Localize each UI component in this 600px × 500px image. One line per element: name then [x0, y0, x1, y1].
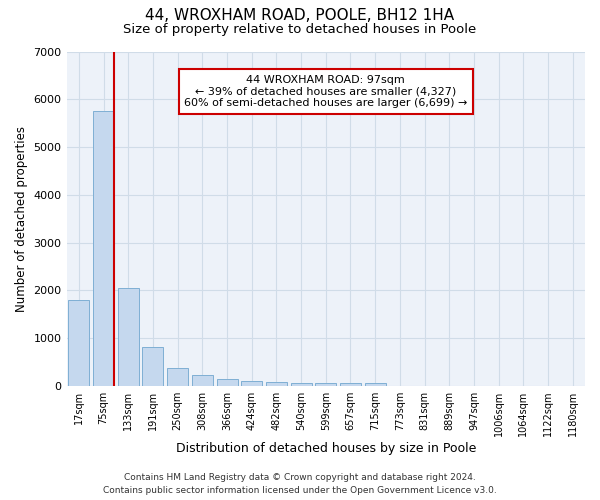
Text: 44, WROXHAM ROAD, POOLE, BH12 1HA: 44, WROXHAM ROAD, POOLE, BH12 1HA	[145, 8, 455, 22]
Bar	[93, 111, 114, 386]
Bar	[340, 384, 361, 386]
Bar	[192, 375, 213, 386]
Text: 44 WROXHAM ROAD: 97sqm
← 39% of detached houses are smaller (4,327)
60% of semi-: 44 WROXHAM ROAD: 97sqm ← 39% of detached…	[184, 75, 467, 108]
Bar	[142, 347, 163, 386]
Bar	[266, 382, 287, 386]
X-axis label: Distribution of detached houses by size in Poole: Distribution of detached houses by size …	[176, 442, 476, 455]
Bar	[167, 368, 188, 386]
Bar	[365, 384, 386, 386]
Bar	[118, 288, 139, 386]
Bar	[241, 381, 262, 386]
Bar	[290, 382, 311, 386]
Y-axis label: Number of detached properties: Number of detached properties	[15, 126, 28, 312]
Text: Contains HM Land Registry data © Crown copyright and database right 2024.
Contai: Contains HM Land Registry data © Crown c…	[103, 474, 497, 495]
Bar	[315, 383, 336, 386]
Bar	[217, 378, 238, 386]
Bar	[68, 300, 89, 386]
Text: Size of property relative to detached houses in Poole: Size of property relative to detached ho…	[124, 22, 476, 36]
